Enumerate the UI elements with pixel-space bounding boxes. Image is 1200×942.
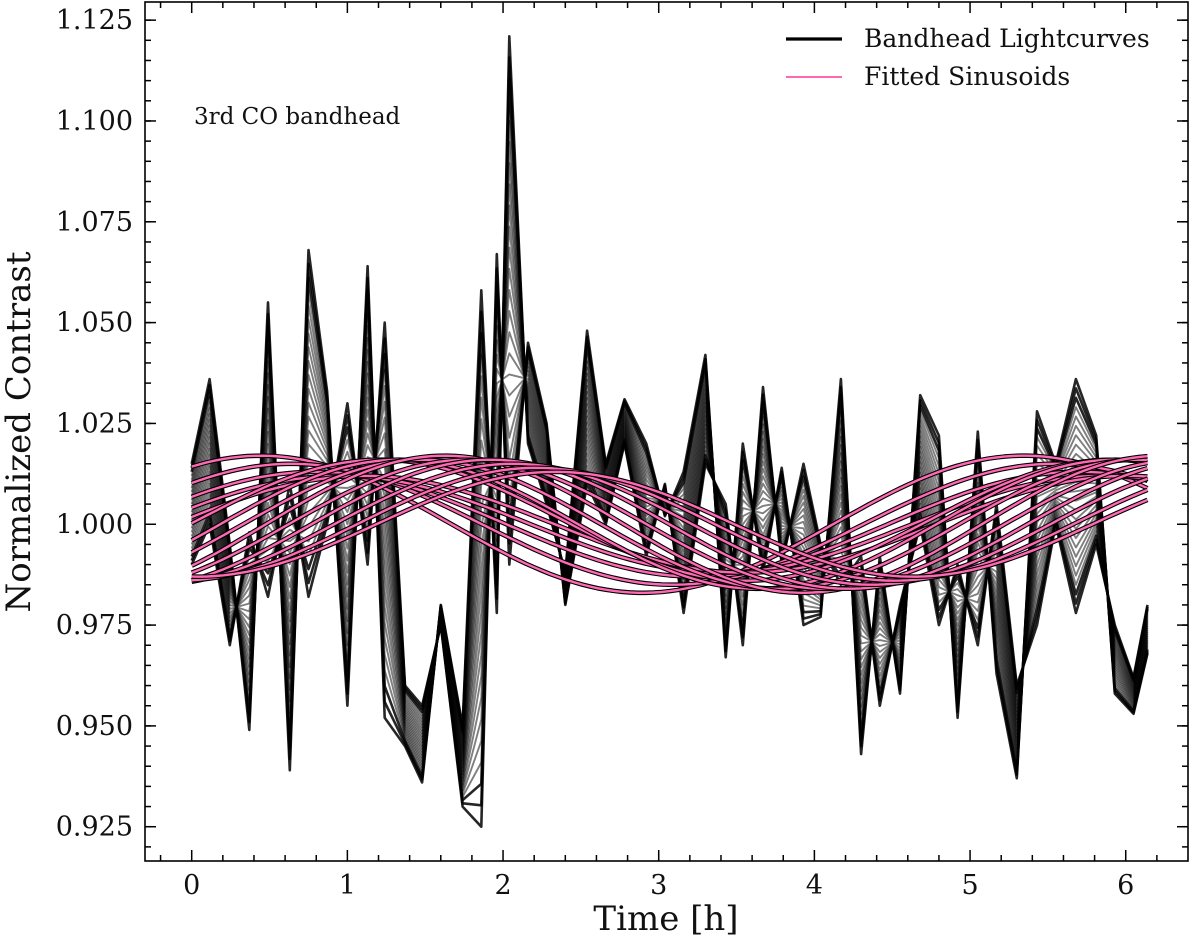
y-tick-label: 1.025 — [56, 408, 133, 439]
y-tick-label: 1.125 — [56, 5, 133, 36]
sinusoid-line — [191, 462, 1148, 586]
x-tick-label: 1 — [339, 870, 356, 901]
y-axis-title: Normalized Contrast — [0, 251, 39, 612]
x-tick-label: 0 — [183, 870, 200, 901]
lightcurve-line — [190, 252, 1149, 829]
legend: Bandhead Lightcurves Fitted Sinusoids — [786, 24, 1150, 91]
panel-annotation: 3rd CO bandhead — [194, 104, 401, 130]
y-tick-label: 1.075 — [56, 207, 133, 238]
x-tick-label: 4 — [806, 870, 823, 901]
x-tick-label: 2 — [494, 870, 511, 901]
y-tick-label: 1.000 — [56, 509, 133, 540]
x-tick-label: 3 — [650, 870, 667, 901]
x-tick-label: 5 — [961, 870, 978, 901]
sinusoid-line — [191, 458, 1148, 590]
axis-ticks — [145, 2, 1188, 861]
y-tick-label: 1.100 — [56, 106, 133, 137]
sinusoid-line — [191, 466, 1148, 582]
y-tick-label: 0.950 — [56, 711, 133, 742]
legend-label-lightcurves: Bandhead Lightcurves — [864, 24, 1150, 53]
y-tick-label: 0.975 — [56, 610, 133, 641]
tick-labels: 0 1 2 3 4 5 6 0.925 0.950 0.975 1.000 1.025 1.050 1.0… — [56, 5, 1135, 901]
sinusoid-line — [191, 458, 1148, 590]
y-tick-label: 1.050 — [56, 308, 133, 339]
plot-frame — [144, 1, 1189, 862]
x-axis-title: Time [h] — [593, 899, 738, 939]
sinusoid-line — [191, 458, 1148, 582]
legend-label-sinusoids: Fitted Sinusoids — [864, 62, 1070, 91]
sinusoid-line — [191, 470, 1148, 578]
sinusoid-series — [190, 453, 1149, 596]
x-tick-label: 6 — [1117, 870, 1134, 901]
sinusoid-line — [191, 458, 1148, 590]
sinusoid-line — [191, 458, 1148, 590]
y-tick-label: 0.925 — [56, 812, 133, 843]
sinusoid-line — [191, 454, 1148, 594]
